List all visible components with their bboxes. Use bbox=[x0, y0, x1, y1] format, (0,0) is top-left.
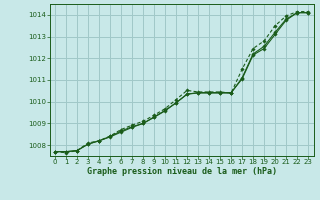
X-axis label: Graphe pression niveau de la mer (hPa): Graphe pression niveau de la mer (hPa) bbox=[87, 167, 276, 176]
